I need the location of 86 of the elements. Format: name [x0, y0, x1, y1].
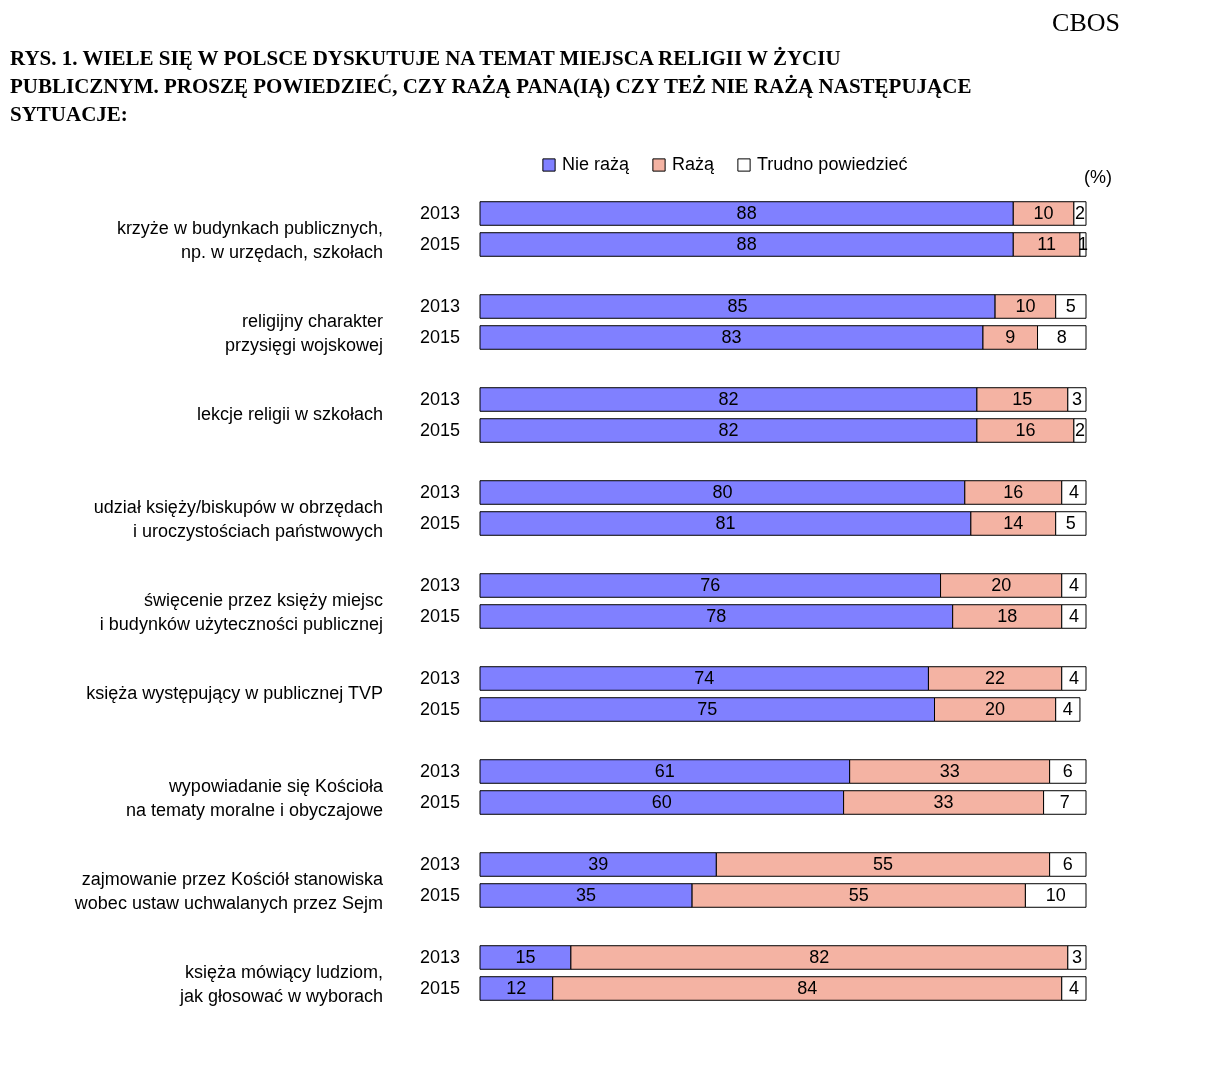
data-label: 3 [1071, 388, 1082, 409]
y-tick-label: 2015 [419, 977, 460, 998]
data-label: 4 [1068, 667, 1079, 688]
data-label: 81 [715, 512, 736, 533]
data-label: 15 [1012, 388, 1033, 409]
text: krzyże w budynkach publicznych, np. w urzędach, szkołach [116, 218, 383, 262]
data-label: 10 [1033, 202, 1054, 223]
data-label: 88 [736, 202, 757, 223]
data-label: 20 [991, 574, 1012, 595]
data-label: 60 [651, 791, 672, 812]
data-label: 35 [576, 884, 597, 905]
y-tick-label: 2015 [419, 884, 460, 905]
data-label: 39 [588, 853, 609, 874]
y-tick-label: 2015 [419, 419, 460, 440]
y-tick-label: 2013 [419, 946, 460, 967]
text: (%) [1084, 167, 1112, 187]
data-label: 9 [1005, 326, 1016, 347]
data-label: 82 [718, 388, 739, 409]
y-tick-label: 2013 [419, 388, 460, 409]
data-label: 55 [848, 884, 869, 905]
data-label: 22 [985, 667, 1006, 688]
data-label: 16 [1003, 481, 1024, 502]
data-label: 2 [1074, 419, 1085, 440]
data-label: 7 [1059, 791, 1070, 812]
text: udział księży/biskupów w obrzędach i uroczystościach państwowych [93, 497, 383, 541]
data-label: 6 [1062, 853, 1073, 874]
data-label: 83 [721, 326, 742, 347]
y-tick-label: 2015 [419, 233, 460, 254]
data-label: 4 [1062, 698, 1073, 719]
data-label: 55 [872, 853, 894, 874]
legend-label: Nie rażą [562, 154, 631, 174]
data-label: 11 [1037, 233, 1056, 254]
y-tick-label: 2013 [419, 853, 460, 874]
data-label: 10 [1015, 295, 1036, 316]
y-tick-label: 2013 [419, 667, 460, 688]
y-tick-label: 2013 [419, 760, 460, 781]
text: księża występujący w publicznej TVP [86, 683, 383, 703]
data-label: 75 [697, 698, 718, 719]
legend-label: Rażą [672, 154, 716, 174]
data-label: 4 [1068, 605, 1079, 626]
data-label: 4 [1068, 481, 1079, 502]
data-label: 4 [1068, 574, 1079, 595]
data-label: 12 [506, 977, 527, 998]
data-label: 33 [939, 760, 960, 781]
y-tick-label: 2015 [419, 326, 460, 347]
y-tick-label: 2013 [419, 574, 460, 595]
data-label: 5 [1065, 512, 1076, 533]
text: lekcje religii w szkołach [196, 404, 383, 424]
y-tick-label: 2015 [419, 512, 460, 533]
y-tick-label: 2013 [419, 295, 460, 316]
data-label: 5 [1065, 295, 1076, 316]
legend-label: Trudno powiedzieć [757, 154, 908, 174]
text: CBOS [1052, 8, 1120, 37]
data-label: 82 [809, 946, 830, 967]
data-label: 85 [727, 295, 748, 316]
data-label: 33 [933, 791, 954, 812]
data-label: 82 [718, 419, 739, 440]
data-label: 20 [985, 698, 1006, 719]
chart-title: RYS. 1. WIELE SIĘ W POLSCE DYSKUTUJE NA TEMAT MIEJSCA RELIGII W ŻYCIU PUBLICZNYM. PROSZĘ POWIEDZIEĆ, CZY RAŻĄ PANA(IĄ) CZY TEŻ NIE RAŻĄ NASTĘPUJĄCE SYTUACJE: [10, 46, 972, 126]
y-tick-label: 2015 [419, 698, 460, 719]
data-label: 61 [654, 760, 675, 781]
data-label: 74 [694, 667, 715, 688]
data-label: 80 [712, 481, 733, 502]
data-label: 6 [1062, 760, 1073, 781]
data-label: 88 [736, 233, 757, 254]
text: religijny charakter przysięgi wojskowej [224, 311, 383, 355]
y-tick-label: 2013 [419, 481, 460, 502]
data-label: 84 [797, 977, 818, 998]
data-label: 3 [1071, 946, 1082, 967]
data-label: 4 [1068, 977, 1079, 998]
data-label: 15 [515, 946, 536, 967]
text: święcenie przez księży miejsc i budynków użyteczności publicznej [99, 590, 383, 634]
data-label: 16 [1015, 419, 1036, 440]
text: wypowiadanie się Kościoła na tematy moralne i obyczajowe [125, 776, 384, 820]
y-tick-label: 2015 [419, 605, 460, 626]
text: zajmowanie przez Kościół stanowiska wobec ustaw uchwalanych przez Sejm [73, 869, 384, 913]
data-label: 2 [1074, 202, 1085, 223]
y-tick-label: 2013 [419, 202, 460, 223]
data-label: 10 [1045, 884, 1066, 905]
data-label: 18 [997, 605, 1018, 626]
data-label: 78 [706, 605, 727, 626]
data-label: 14 [1003, 512, 1024, 533]
data-label: 8 [1056, 326, 1067, 347]
y-tick-label: 2015 [419, 791, 460, 812]
text: księża mówiący ludziom, jak głosować w wyborach [178, 962, 383, 1006]
data-label: 76 [700, 574, 721, 595]
